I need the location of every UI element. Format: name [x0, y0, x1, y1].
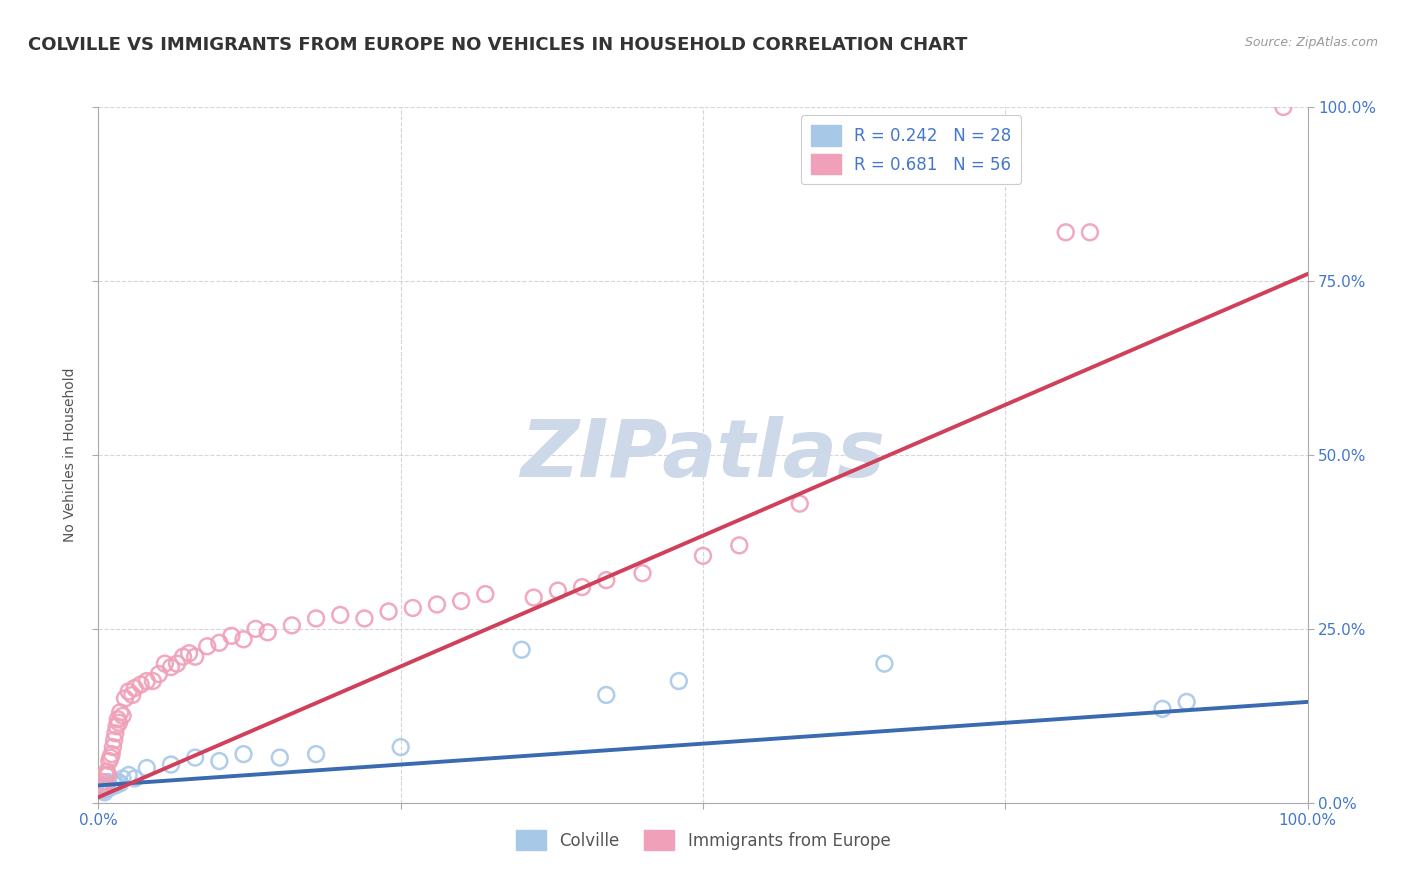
Point	[789, 497, 811, 511]
Point	[631, 566, 654, 581]
Point	[172, 649, 194, 664]
Point	[103, 733, 125, 747]
Point	[93, 778, 115, 793]
Point	[184, 750, 207, 764]
Point	[96, 778, 118, 793]
Point	[160, 757, 183, 772]
Point	[208, 754, 231, 768]
Point	[547, 583, 569, 598]
Point	[100, 750, 122, 764]
Point	[184, 649, 207, 664]
Point	[402, 601, 425, 615]
Point	[111, 772, 134, 786]
Point	[305, 611, 328, 625]
Text: COLVILLE VS IMMIGRANTS FROM EUROPE NO VEHICLES IN HOUSEHOLD CORRELATION CHART: COLVILLE VS IMMIGRANTS FROM EUROPE NO VE…	[28, 36, 967, 54]
Point	[108, 706, 131, 720]
Point	[94, 768, 117, 782]
Point	[1175, 695, 1198, 709]
Point	[873, 657, 896, 671]
Point	[107, 775, 129, 789]
Point	[221, 629, 243, 643]
Point	[129, 677, 152, 691]
Point	[245, 622, 267, 636]
Point	[281, 618, 304, 632]
Point	[377, 605, 399, 619]
Point	[595, 688, 617, 702]
Point	[389, 740, 412, 755]
Point	[114, 691, 136, 706]
Point	[94, 781, 117, 796]
Point	[153, 657, 176, 671]
Point	[269, 750, 291, 764]
Point	[668, 674, 690, 689]
Point	[91, 783, 114, 797]
Point	[124, 681, 146, 695]
Point	[179, 646, 201, 660]
Point	[1272, 100, 1295, 114]
Point	[523, 591, 546, 605]
Point	[728, 538, 751, 552]
Point	[208, 636, 231, 650]
Legend: Colville, Immigrants from Europe: Colville, Immigrants from Europe	[509, 823, 897, 857]
Point	[108, 776, 131, 790]
Point	[100, 747, 122, 761]
Point	[232, 747, 254, 761]
Point	[135, 674, 157, 689]
Point	[118, 768, 141, 782]
Point	[353, 611, 375, 625]
Point	[1078, 225, 1101, 239]
Point	[97, 768, 120, 782]
Point	[166, 657, 188, 671]
Point	[148, 667, 170, 681]
Point	[97, 775, 120, 789]
Point	[124, 772, 146, 786]
Point	[91, 775, 114, 789]
Y-axis label: No Vehicles in Household: No Vehicles in Household	[63, 368, 77, 542]
Point	[90, 781, 112, 796]
Point	[100, 780, 122, 795]
Point	[111, 708, 134, 723]
Point	[98, 754, 121, 768]
Point	[595, 573, 617, 587]
Point	[256, 625, 278, 640]
Point	[195, 639, 218, 653]
Point	[107, 712, 129, 726]
Point	[135, 761, 157, 775]
Point	[426, 598, 449, 612]
Point	[108, 715, 131, 730]
Point	[105, 719, 128, 733]
Point	[96, 764, 118, 779]
Point	[1054, 225, 1077, 239]
Point	[160, 660, 183, 674]
Text: Source: ZipAtlas.com: Source: ZipAtlas.com	[1244, 36, 1378, 49]
Point	[104, 726, 127, 740]
Point	[118, 684, 141, 698]
Point	[93, 785, 115, 799]
Point	[474, 587, 496, 601]
Point	[329, 607, 352, 622]
Point	[450, 594, 472, 608]
Point	[510, 642, 533, 657]
Point	[692, 549, 714, 563]
Point	[91, 778, 114, 793]
Point	[142, 674, 165, 689]
Point	[1152, 702, 1174, 716]
Text: ZIPatlas: ZIPatlas	[520, 416, 886, 494]
Point	[104, 778, 127, 793]
Point	[101, 776, 124, 790]
Point	[305, 747, 328, 761]
Point	[101, 740, 124, 755]
Point	[121, 688, 143, 702]
Point	[232, 632, 254, 647]
Point	[91, 780, 114, 795]
Point	[571, 580, 593, 594]
